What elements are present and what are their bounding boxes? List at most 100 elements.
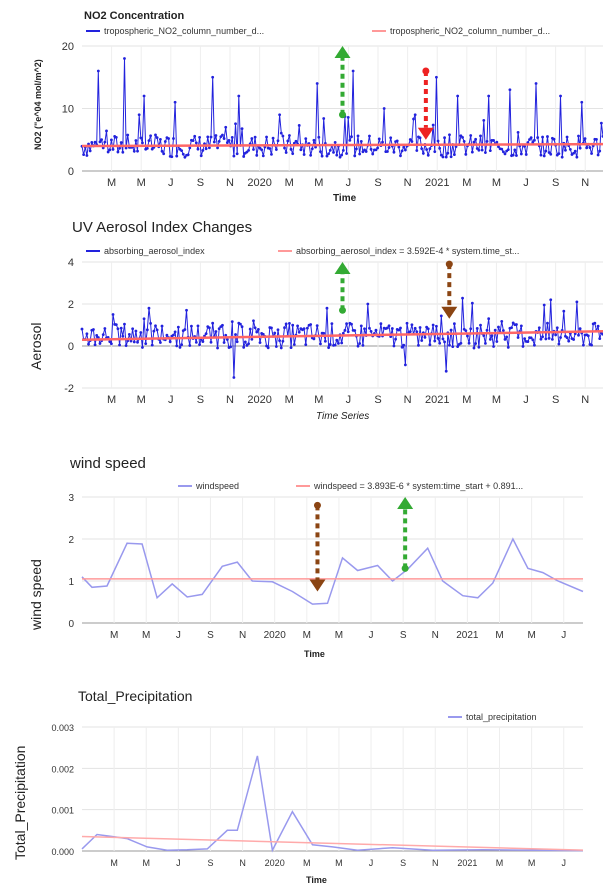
data-point [438,341,442,345]
data-point [160,324,164,328]
data-point [325,306,329,310]
data-point [451,345,455,349]
data-point [90,141,94,144]
data-point [183,155,187,159]
legend-swatch [296,485,310,487]
data-point [358,342,362,345]
data-point [523,337,527,341]
data-point [542,303,546,307]
data-point [399,154,402,158]
data-point [88,149,92,153]
data-point [345,322,348,326]
data-point [211,75,215,79]
legend-label: windspeed = 3.893E-6 * system:time_start… [314,481,524,491]
data-point [533,343,536,347]
data-point [364,150,368,153]
data-point [359,139,363,143]
arrow-tail [313,501,321,509]
data-point [361,343,365,347]
data-point [488,338,492,341]
data-point [261,332,265,336]
data-point [593,321,597,325]
data-point [309,323,313,326]
data-point [121,150,125,154]
data-point [443,136,446,140]
data-point [500,147,504,151]
data-point [114,323,118,327]
data-point [420,339,424,342]
data-point [145,146,149,150]
data-point [381,140,384,144]
data-point [353,154,357,158]
data-point [577,333,580,337]
data-point [415,149,419,152]
data-point [577,134,580,138]
data-point [271,136,275,140]
arrow-tail [339,111,346,119]
data-point [186,153,190,157]
data-point [180,149,184,152]
data-point [390,327,394,330]
data-point [123,322,126,326]
data-point [462,139,466,143]
data-point [415,330,419,334]
data-point [389,136,393,140]
data-point [196,324,200,328]
data-point [141,346,144,349]
data-point [410,140,414,143]
x-tick-label: M [142,858,150,868]
data-point [194,341,198,344]
data-point [444,369,448,373]
y-tick-label: 20 [62,41,74,53]
data-point [410,323,414,327]
data-point [270,326,273,330]
data-point [511,153,515,157]
data-point [98,140,102,144]
data-point [229,345,233,349]
data-point [288,134,291,137]
data-point [87,342,90,346]
data-point [547,336,551,340]
data-point [268,147,272,150]
data-point [436,139,440,143]
data-point [194,141,198,145]
data-point [461,296,464,300]
data-point [247,342,250,346]
data-point [379,322,383,326]
legend-item: tropospheric_NO2_column_number_d... [86,26,264,36]
data-point [452,322,456,326]
data-point [376,146,380,150]
data-point [505,335,509,339]
data-point [279,131,283,135]
data-point [222,137,226,140]
data-point [484,151,487,154]
data-point [340,341,344,345]
data-point [270,152,273,156]
y-tick-label: 10 [62,104,74,116]
data-point [315,82,319,85]
data-point [420,147,424,151]
data-point [524,153,528,156]
data-point [490,334,494,338]
data-point [235,340,239,344]
x-tick-label: S [197,177,204,189]
data-point [333,343,337,347]
data-point [466,334,469,338]
y-tick-label: 2 [68,299,74,311]
data-point [544,337,548,341]
data-point [521,345,525,348]
data-point [513,148,517,152]
data-point [234,333,237,336]
data-point [516,130,520,134]
data-point [519,152,523,156]
data-point [408,138,412,141]
x-tick-label: J [561,630,566,641]
data-point [555,326,559,330]
data-point [399,326,402,330]
up-arrow-head [397,497,414,509]
data-point [386,150,389,153]
legend-item: windspeed [178,481,239,491]
data-point [225,338,229,341]
data-point [256,327,260,331]
